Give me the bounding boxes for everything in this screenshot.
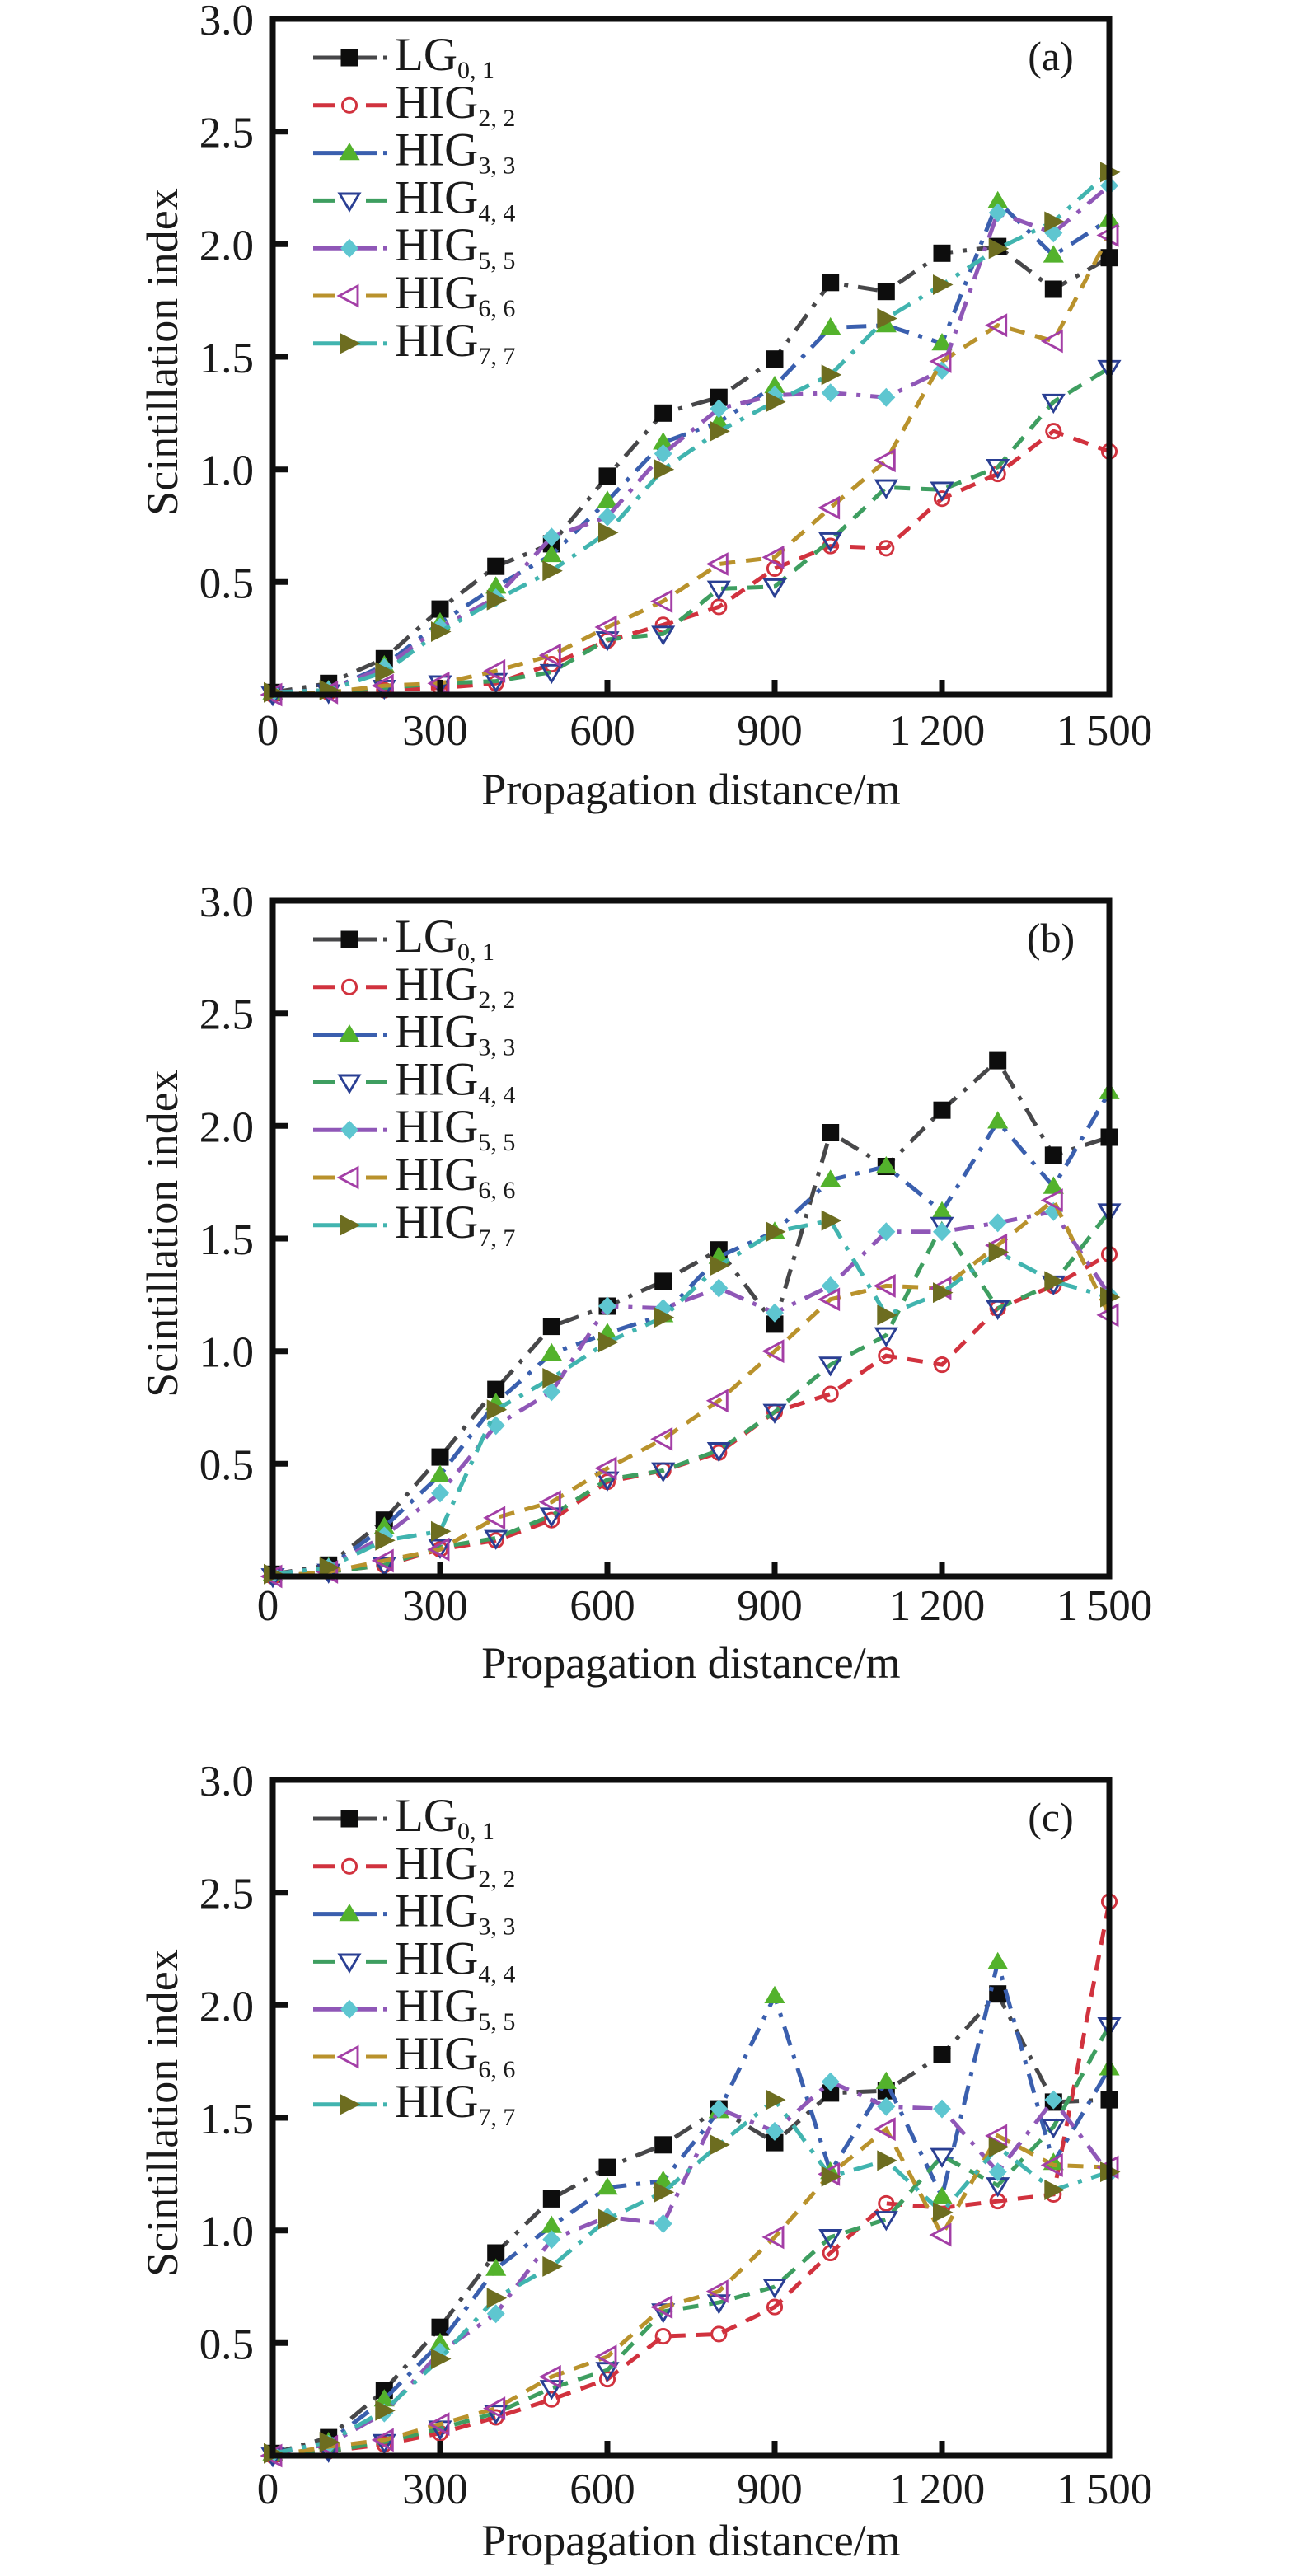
svg-text:3.0: 3.0 bbox=[199, 1758, 254, 1806]
svg-text:Propagation distance/m: Propagation distance/m bbox=[481, 2516, 900, 2565]
svg-text:HIG7, 7: HIG7, 7 bbox=[395, 315, 515, 370]
svg-text:HIG7, 7: HIG7, 7 bbox=[395, 1197, 515, 1252]
svg-text:Scintillation index: Scintillation index bbox=[138, 1949, 187, 2276]
svg-text:1.0: 1.0 bbox=[199, 1329, 254, 1377]
svg-text:600: 600 bbox=[569, 2466, 635, 2513]
svg-text:0.5: 0.5 bbox=[199, 2321, 254, 2368]
svg-text:Scintillation index: Scintillation index bbox=[138, 188, 187, 515]
svg-text:Propagation distance/m: Propagation distance/m bbox=[481, 765, 900, 814]
svg-text:900: 900 bbox=[737, 707, 803, 755]
svg-text:HIG3, 3: HIG3, 3 bbox=[395, 1885, 515, 1941]
svg-text:LG0, 1: LG0, 1 bbox=[395, 1790, 494, 1845]
svg-text:(b): (b) bbox=[1027, 915, 1075, 961]
svg-text:3.0: 3.0 bbox=[199, 0, 254, 44]
svg-text:Scintillation index: Scintillation index bbox=[138, 1070, 187, 1397]
svg-text:2.5: 2.5 bbox=[199, 110, 254, 157]
svg-text:1.5: 1.5 bbox=[199, 335, 254, 382]
svg-text:1 500: 1 500 bbox=[1057, 2466, 1153, 2513]
svg-text:1 500: 1 500 bbox=[1057, 707, 1153, 755]
svg-text:900: 900 bbox=[737, 2466, 803, 2513]
svg-text:(c): (c) bbox=[1028, 1794, 1074, 1840]
svg-text:1.5: 1.5 bbox=[199, 1216, 254, 1264]
svg-text:1 500: 1 500 bbox=[1057, 1582, 1153, 1630]
svg-text:300: 300 bbox=[402, 1582, 468, 1630]
svg-text:0.5: 0.5 bbox=[199, 1441, 254, 1489]
svg-text:2.5: 2.5 bbox=[199, 991, 254, 1039]
svg-text:2.0: 2.0 bbox=[199, 222, 254, 269]
svg-text:1 200: 1 200 bbox=[889, 1582, 986, 1630]
svg-text:(a): (a) bbox=[1028, 33, 1074, 79]
svg-text:HIG7, 7: HIG7, 7 bbox=[395, 2076, 515, 2131]
svg-text:0.5: 0.5 bbox=[199, 560, 254, 607]
svg-text:2.0: 2.0 bbox=[199, 1983, 254, 2030]
svg-text:Propagation distance/m: Propagation distance/m bbox=[481, 1638, 900, 1688]
svg-text:0: 0 bbox=[257, 2466, 279, 2513]
svg-text:3.0: 3.0 bbox=[199, 878, 254, 926]
svg-text:600: 600 bbox=[569, 707, 635, 755]
svg-text:1.0: 1.0 bbox=[199, 447, 254, 495]
svg-text:0: 0 bbox=[257, 707, 279, 755]
svg-text:300: 300 bbox=[402, 707, 468, 755]
svg-text:1 200: 1 200 bbox=[889, 2466, 986, 2513]
svg-text:600: 600 bbox=[569, 1582, 635, 1630]
svg-text:HIG2, 2: HIG2, 2 bbox=[395, 958, 515, 1014]
svg-text:2.0: 2.0 bbox=[199, 1103, 254, 1151]
svg-text:1 200: 1 200 bbox=[889, 707, 986, 755]
svg-text:0: 0 bbox=[257, 1582, 279, 1630]
svg-text:900: 900 bbox=[737, 1582, 803, 1630]
svg-text:2.5: 2.5 bbox=[199, 1871, 254, 1918]
svg-text:300: 300 bbox=[402, 2466, 468, 2513]
svg-text:1.5: 1.5 bbox=[199, 2096, 254, 2143]
svg-text:1.0: 1.0 bbox=[199, 2208, 254, 2256]
